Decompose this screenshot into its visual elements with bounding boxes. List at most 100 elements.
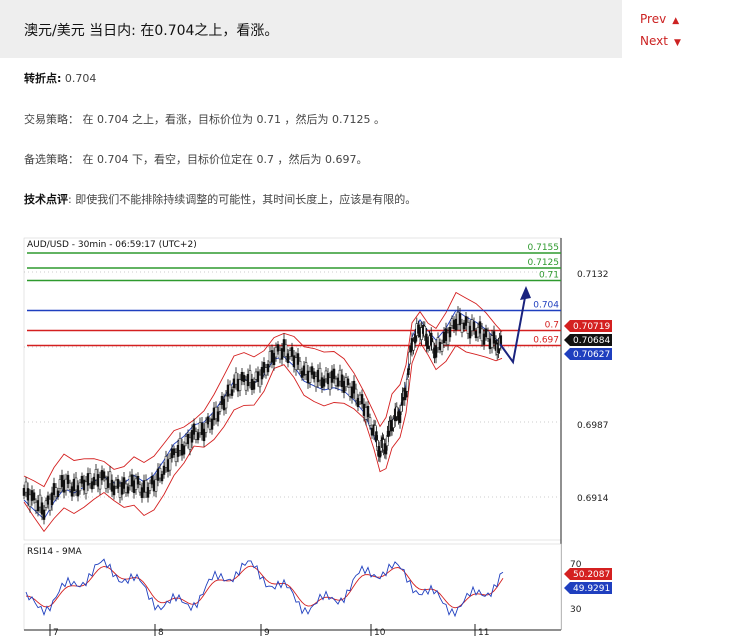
candle-body: [38, 494, 42, 508]
price-tag: [564, 334, 612, 346]
candle-body: [236, 378, 240, 392]
candle-body: [186, 433, 190, 445]
candle-body: [32, 492, 36, 501]
candle-body: [24, 481, 28, 493]
candle-body: [266, 363, 270, 373]
candle-body: [150, 476, 154, 485]
candle-body: [270, 350, 274, 363]
candle-body: [118, 485, 122, 498]
candle-body: [412, 341, 415, 351]
strategy-line: 交易策略： 在 0.704 之上，看涨，目标价位为 0.71 ，然后为 0.71…: [24, 111, 385, 127]
next-link[interactable]: Next ▼: [640, 34, 681, 56]
candle-body: [200, 422, 204, 435]
rsi-line: [25, 558, 504, 618]
level-label: 0.7125: [528, 258, 560, 268]
candle-body: [454, 318, 458, 331]
candle-body: [408, 351, 411, 365]
date-label: 11: [478, 628, 489, 638]
candle-body: [398, 410, 402, 424]
comment-text: : 即使我们不能排除持续调整的可能性，其时间长度上，应该是有限的。: [68, 193, 417, 206]
candle-body: [134, 478, 138, 490]
candle-body: [264, 367, 268, 376]
candle-body: [210, 418, 214, 430]
candle-body: [208, 421, 212, 430]
price-tag: [564, 320, 612, 332]
date-label: 9: [264, 628, 270, 638]
pivot-value: 0.704: [64, 72, 97, 85]
date-label: 10: [374, 628, 386, 638]
candle-body: [58, 479, 62, 489]
candle-body: [250, 378, 254, 390]
candle-body: [206, 416, 210, 425]
comment-label: 技术点评: [24, 193, 68, 206]
candle-body: [194, 431, 198, 440]
candle-body: [76, 485, 80, 497]
candle-body: [168, 458, 172, 471]
candle-body: [486, 330, 490, 339]
comment-line: 技术点评: 即使我们不能排除持续调整的可能性，其时间长度上，应该是有限的。: [24, 191, 416, 207]
candle-body: [276, 344, 280, 352]
rsi-title: RSI14 - 9MA: [27, 547, 83, 557]
candle-body: [423, 325, 427, 337]
candle-body: [242, 374, 246, 383]
candle-body: [336, 377, 340, 387]
candle-body: [274, 347, 278, 358]
candle-body: [282, 339, 286, 352]
candle-body: [112, 485, 116, 496]
candle-body: [350, 386, 354, 399]
candle-body: [300, 370, 304, 378]
candle-body: [138, 484, 142, 493]
candle-body: [310, 366, 314, 375]
rsi-tag: [564, 568, 612, 580]
candle-body: [110, 479, 114, 492]
candle-body: [216, 411, 220, 422]
candle-body: [425, 333, 428, 347]
candle-body: [104, 479, 108, 489]
candle-body: [436, 337, 440, 348]
candle-body: [188, 437, 192, 450]
candle-body: [413, 333, 417, 344]
prev-label[interactable]: Prev: [640, 12, 667, 26]
rsi-tick: 30: [570, 605, 582, 615]
date-label: 7: [53, 628, 59, 638]
candle-body: [178, 438, 182, 451]
candle-body: [176, 445, 180, 457]
candle-body: [132, 480, 136, 493]
candle-body: [484, 328, 488, 337]
chart-title: AUD/USD - 30min - 06:59:17 (UTC+2): [27, 240, 197, 250]
candle-body: [472, 321, 476, 331]
date-label: 8: [158, 628, 164, 638]
candle-body: [202, 428, 206, 442]
candle-body: [136, 476, 140, 485]
candle-body: [98, 477, 102, 490]
rsi-tick: 70: [570, 560, 582, 570]
candle-body: [480, 328, 484, 342]
level-label: 0.71: [539, 271, 559, 281]
candle-body: [470, 319, 474, 331]
candle-body: [222, 398, 226, 411]
prev-link[interactable]: Prev ▲: [640, 12, 681, 34]
candle-body: [429, 332, 433, 346]
candle-body: [304, 362, 308, 375]
candle-body: [64, 478, 68, 491]
next-label[interactable]: Next: [640, 34, 668, 48]
candle-body: [308, 371, 312, 383]
level-label: 0.697: [533, 336, 559, 346]
bollinger-lower: [23, 341, 503, 533]
candle-body: [26, 488, 30, 501]
candle-body: [80, 475, 84, 484]
triangle-down-icon: ▼: [673, 38, 681, 48]
candle-body: [128, 475, 132, 487]
page-title: 澳元/美元 当日内: 在0.704之上，看涨。: [24, 23, 279, 39]
candle-body: [366, 405, 370, 418]
projection-arrow: [499, 291, 527, 365]
candle-body: [356, 397, 360, 408]
candle-body: [164, 456, 168, 468]
candle-body: [324, 370, 328, 380]
strategy-label: 交易策略：: [24, 113, 79, 126]
candle-body: [40, 502, 44, 515]
rsi-panel: [23, 543, 562, 631]
candle-body: [458, 313, 462, 326]
candle-body: [354, 388, 358, 401]
candle-body: [438, 342, 442, 350]
